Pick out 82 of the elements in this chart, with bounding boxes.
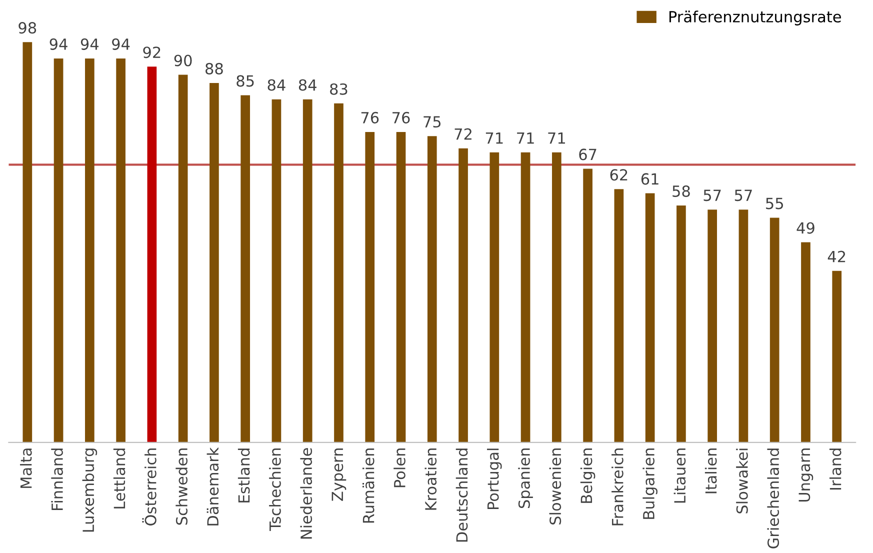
bar [520,152,530,442]
data-label: 84 [268,79,286,91]
data-label: 58 [672,185,690,197]
data-label: 84 [298,79,316,91]
data-label: 90 [174,54,192,66]
bar [552,152,562,442]
bar [738,210,748,442]
data-label: 55 [766,198,783,210]
bar [334,103,344,442]
data-label: 57 [704,190,721,202]
x-tick-label: Zypern [332,448,346,501]
x-tick-label: Spanien [518,448,533,508]
x-tick-label: Malta [20,448,32,488]
x-tick-label: Rumänien [362,448,374,523]
bar [85,58,94,442]
bar [427,136,437,442]
bar [801,242,810,442]
data-label: 76 [361,112,379,124]
bar [147,66,157,442]
bar [676,206,686,442]
x-tick-label: Dänemark [206,447,219,526]
data-label: 72 [454,128,472,140]
data-label: 94 [80,38,99,50]
bar [708,210,717,442]
data-label: 71 [486,132,503,144]
bar [490,152,500,442]
x-tick-label: Polen [394,448,406,488]
data-label: 57 [734,190,752,202]
x-tick-label: Österreich [142,448,156,526]
x-tick-label: Irland [829,448,842,490]
data-label: 67 [579,148,596,160]
x-tick-label: Luxemburg [82,448,98,532]
data-label: 76 [392,112,410,124]
x-tick-label: Bulgarien [642,448,658,519]
data-label: 88 [206,62,223,74]
bar [770,218,780,442]
bar [22,42,32,442]
bar [583,168,592,442]
data-label: 42 [828,250,846,262]
x-tick-label: Litauen [674,448,686,503]
x-tick-label: Ungarn [798,448,814,502]
bar [614,189,624,442]
bar [178,74,188,442]
x-tick-label: Frankreich [612,448,624,526]
data-label: 61 [641,173,658,185]
bar [396,132,406,442]
x-tick-label: Tschechien [269,448,281,531]
x-tick-label: Kroatien [424,448,437,510]
data-label: 94 [50,38,68,50]
x-tick-label: Portugal [487,448,502,510]
bar [54,58,64,442]
x-tick-label: Finnland [51,448,63,510]
x-tick-label: Deutschland [456,448,468,542]
data-label: 85 [236,75,254,87]
data-label: 92 [143,46,160,58]
data-label: 71 [517,132,534,144]
bar [832,270,842,442]
bar [272,99,282,442]
x-tick-label: Schweden [176,448,188,525]
bar [302,99,312,442]
x-tick-label: Slowakei [736,448,748,514]
x-tick-label: Slowenien [549,448,562,524]
x-tick-label: Griechenland [767,448,780,548]
data-label: 71 [548,132,565,144]
bar [240,95,250,442]
bar [210,82,219,442]
data-label: 83 [330,83,348,95]
data-label: 94 [112,38,130,50]
bar [116,58,126,442]
x-tick-label: Lettland [113,448,126,508]
data-label: 49 [796,222,814,234]
x-tick-label: Italien [704,448,717,494]
x-tick-label: Estland [238,448,250,502]
bar [458,148,468,442]
legend-label: Präferenznutzungsrate [669,10,841,26]
bar [645,193,655,442]
x-tick-label: Belgien [580,448,596,503]
data-label: 62 [610,169,628,181]
bar [365,132,375,442]
data-label: 75 [424,116,441,128]
x-tick-label: Niederlande [300,448,312,539]
data-label: 98 [18,22,36,34]
